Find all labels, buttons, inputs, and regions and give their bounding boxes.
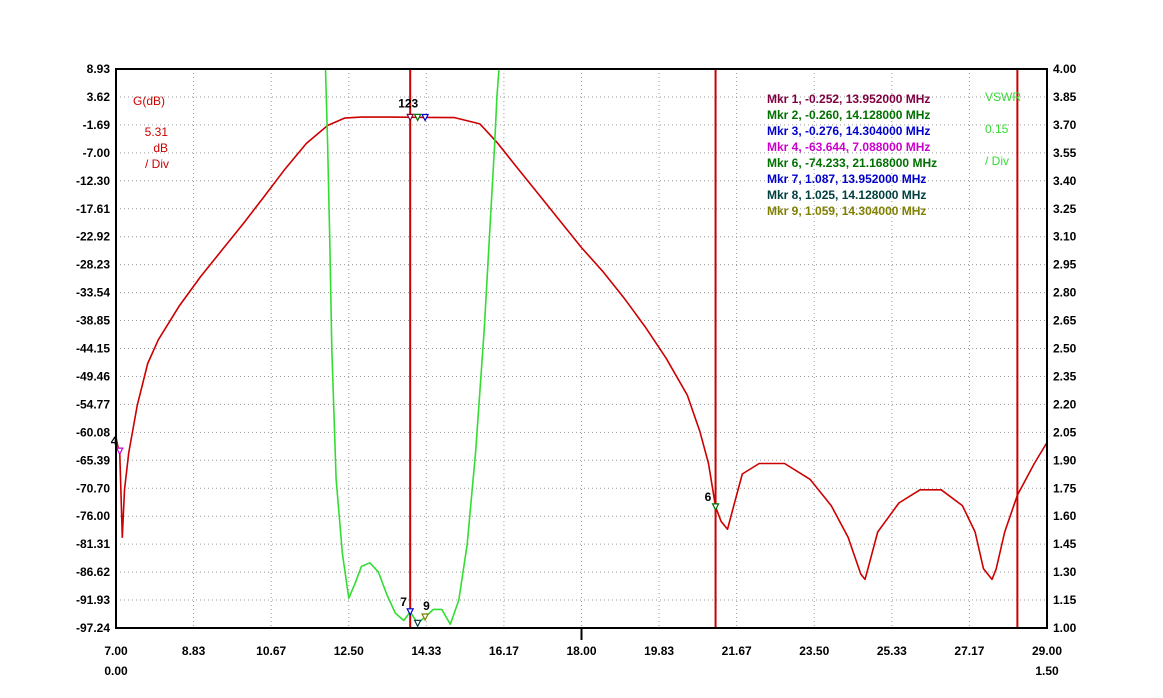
y-left-tick-label: 3.62 — [87, 90, 111, 104]
y-left-tick-label: -38.85 — [76, 314, 110, 328]
x-tick-label: 16.17 — [489, 644, 519, 658]
marker-point — [421, 113, 430, 122]
marker-legend-entry: Mkr 3, -0.276, 14.304000 MHz — [767, 124, 930, 138]
y-left-tick-label: -91.93 — [76, 593, 110, 607]
y-right-tick-label: 3.70 — [1053, 118, 1077, 132]
gain-scale-per: / Div — [145, 157, 169, 171]
y-right-tick-label: 1.45 — [1053, 537, 1077, 551]
x-tick-label: 21.67 — [722, 644, 752, 658]
x-tick-label: 23.50 — [799, 644, 829, 658]
marker-legend-entry: Mkr 2, -0.260, 14.128000 MHz — [767, 108, 930, 122]
y-right-tick-label: 2.20 — [1053, 397, 1077, 411]
y-left-tick-label: -22.92 — [76, 230, 110, 244]
marker-point — [711, 503, 720, 512]
y-left-tick-label: -65.39 — [76, 453, 110, 467]
y-left-tick-label: -76.00 — [76, 509, 110, 523]
y-left-tick-label: -17.61 — [76, 202, 110, 216]
y-left-tick-label: 8.93 — [87, 62, 111, 76]
x-sub-left: 0.00 — [104, 664, 128, 678]
y-right-tick-label: 2.35 — [1053, 369, 1077, 383]
marker-tag: 4 — [111, 434, 118, 448]
x-ticks: 7.00 8.83 10.67 12.50 14.33 16.17 18.00 19.83 21… — [104, 628, 1062, 658]
marker-tag: 6 — [705, 490, 712, 504]
y-left-tick-label: -7.00 — [83, 146, 111, 160]
x-tick-label: 8.83 — [182, 644, 206, 658]
y-left-ticks: 8.93 3.62 -1.69 -7.00 -12.30 -17.61 -22.92 -28.… — [76, 62, 110, 635]
x-tick-label: 14.33 — [411, 644, 441, 658]
y-right-tick-label: 1.15 — [1053, 593, 1077, 607]
marker-tag: 7 — [400, 595, 407, 609]
y-right-tick-label: 3.40 — [1053, 174, 1077, 188]
vswr-axis-label: VSWR — [985, 90, 1021, 104]
y-right-tick-label: 2.05 — [1053, 425, 1077, 439]
y-right-tick-label: 3.85 — [1053, 90, 1077, 104]
y-left-tick-label: -28.23 — [76, 258, 110, 272]
x-tick-label: 18.00 — [566, 644, 596, 658]
marker-legend-entry: Mkr 4, -63.644, 7.088000 MHz — [767, 140, 930, 154]
marker-point — [421, 613, 430, 622]
y-right-tick-label: 1.75 — [1053, 481, 1077, 495]
y-left-tick-label: -49.46 — [76, 369, 110, 383]
marker-legend-entry: Mkr 8, 1.025, 14.128000 MHz — [767, 188, 926, 202]
y-left-tick-label: -97.24 — [76, 621, 110, 635]
marker-legend: Mkr 1, -0.252, 13.952000 MHz Mkr 2, -0.26… — [767, 92, 937, 218]
y-right-tick-label: 1.90 — [1053, 453, 1077, 467]
y-right-tick-label: 2.80 — [1053, 286, 1077, 300]
y-right-tick-label: 2.50 — [1053, 342, 1077, 356]
marker-tag: 123 — [398, 96, 418, 110]
marker-point — [406, 608, 415, 617]
marker-point — [115, 447, 124, 456]
marker-point — [413, 619, 422, 628]
x-tick-label: 25.33 — [877, 644, 907, 658]
gain-axis-label: G(dB) — [133, 94, 165, 108]
y-left-tick-label: -81.31 — [76, 537, 110, 551]
y-left-tick-label: -86.62 — [76, 565, 110, 579]
y-left-tick-label: -60.08 — [76, 425, 110, 439]
y-right-tick-label: 3.55 — [1053, 146, 1077, 160]
y-right-tick-label: 3.25 — [1053, 202, 1077, 216]
y-right-tick-label: 2.65 — [1053, 314, 1077, 328]
vertical-marker-lines — [409, 69, 1019, 628]
x-tick-label: 7.00 — [104, 644, 128, 658]
marker-legend-entry: Mkr 1, -0.252, 13.952000 MHz — [767, 92, 930, 106]
series-layer — [115, 68, 1048, 626]
marker-point — [413, 113, 422, 122]
marker-legend-entry: Mkr 7, 1.087, 13.952000 MHz — [767, 172, 926, 186]
x-tick-label: 10.67 — [256, 644, 286, 658]
vswr-trace — [324, 68, 500, 626]
x-tick-label: 27.17 — [954, 644, 984, 658]
x-tick-label: 29.00 — [1032, 644, 1062, 658]
y-right-ticks: 4.00 3.85 3.70 3.55 3.40 3.25 3.10 2.95 2.80 2.65… — [1053, 62, 1077, 635]
marker-point — [406, 113, 415, 122]
markers-layer: 123 4 6 7 9 — [111, 96, 720, 628]
gain-scale-unit: dB — [153, 141, 168, 155]
y-left-tick-label: -54.77 — [76, 397, 110, 411]
marker-legend-entry: Mkr 9, 1.059, 14.304000 MHz — [767, 204, 926, 218]
x-sub-right: 1.50 — [1035, 664, 1059, 678]
y-right-tick-label: 3.10 — [1053, 230, 1077, 244]
y-right-tick-label: 1.60 — [1053, 509, 1077, 523]
marker-tag: 9 — [423, 599, 430, 613]
y-right-tick-label: 4.00 — [1053, 62, 1077, 76]
x-tick-label: 19.83 — [644, 644, 674, 658]
y-left-tick-label: -33.54 — [76, 286, 110, 300]
y-right-tick-label: 1.00 — [1053, 621, 1077, 635]
y-left-tick-label: -44.15 — [76, 342, 110, 356]
gain-trace — [115, 116, 1048, 581]
y-left-tick-label: -70.70 — [76, 481, 110, 495]
vswr-scale-per: / Div — [985, 154, 1009, 168]
gain-scale-value: 5.31 — [145, 125, 169, 139]
y-left-tick-label: -12.30 — [76, 174, 110, 188]
y-right-tick-label: 1.30 — [1053, 565, 1077, 579]
vswr-scale-value: 0.15 — [985, 122, 1009, 136]
x-tick-label: 12.50 — [334, 644, 364, 658]
marker-legend-entry: Mkr 6, -74.233, 21.168000 MHz — [767, 156, 937, 170]
y-left-tick-label: -1.69 — [83, 118, 111, 132]
y-right-tick-label: 2.95 — [1053, 258, 1077, 272]
